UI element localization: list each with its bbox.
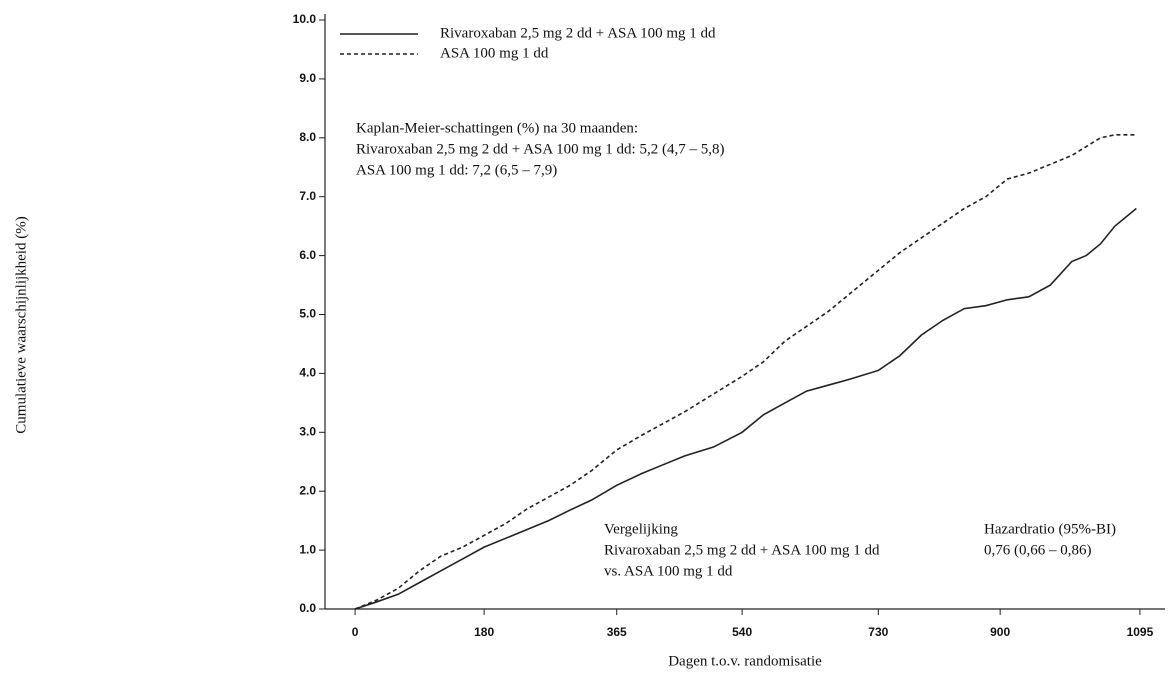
x-axis-label: Dagen t.o.v. randomisatie [668, 653, 822, 669]
legend-label: ASA 100 mg 1 dd [440, 45, 549, 61]
y-tick-label: 3.0 [299, 424, 316, 438]
annotation: Rivaroxaban 2,5 mg 2 dd + ASA 100 mg 1 d… [604, 542, 880, 558]
x-tick-label: 730 [868, 625, 888, 639]
x-tick-label: 900 [990, 625, 1010, 639]
y-tick-label: 8.0 [299, 130, 316, 144]
annotation: Rivaroxaban 2,5 mg 2 dd + ASA 100 mg 1 d… [356, 141, 724, 157]
x-tick-label: 0 [352, 625, 359, 639]
series-line [354, 207, 1137, 610]
y-tick-label: 7.0 [299, 189, 316, 203]
y-tick-label: 10.0 [293, 12, 317, 26]
x-tick-label: 180 [474, 625, 494, 639]
annotation: Kaplan-Meier-schattingen (%) na 30 maand… [356, 120, 638, 136]
y-tick-label: 0.0 [299, 601, 316, 615]
y-tick-label: 9.0 [299, 71, 316, 85]
x-tick-label: 540 [732, 625, 752, 639]
y-tick-label: 5.0 [299, 307, 316, 321]
x-tick-label: 365 [607, 625, 627, 639]
annotation: vs. ASA 100 mg 1 dd [604, 563, 733, 579]
annotation: 0,76 (0,66 – 0,86) [984, 542, 1092, 558]
series-line [354, 134, 1137, 610]
annotation: Hazardratio (95%-BI) [984, 521, 1116, 537]
y-tick-label: 6.0 [299, 248, 316, 262]
annotation: ASA 100 mg 1 dd: 7,2 (6,5 – 7,9) [356, 162, 557, 178]
y-axis-label: Cumulatieve waarschijnlijkheid (%) [13, 216, 29, 433]
annotation: Vergelijking [604, 521, 678, 537]
legend-label: Rivaroxaban 2,5 mg 2 dd + ASA 100 mg 1 d… [440, 25, 716, 41]
y-tick-label: 2.0 [299, 483, 316, 497]
x-tick-label: 1095 [1127, 625, 1154, 639]
y-tick-label: 1.0 [299, 542, 316, 556]
y-tick-label: 4.0 [299, 366, 316, 380]
